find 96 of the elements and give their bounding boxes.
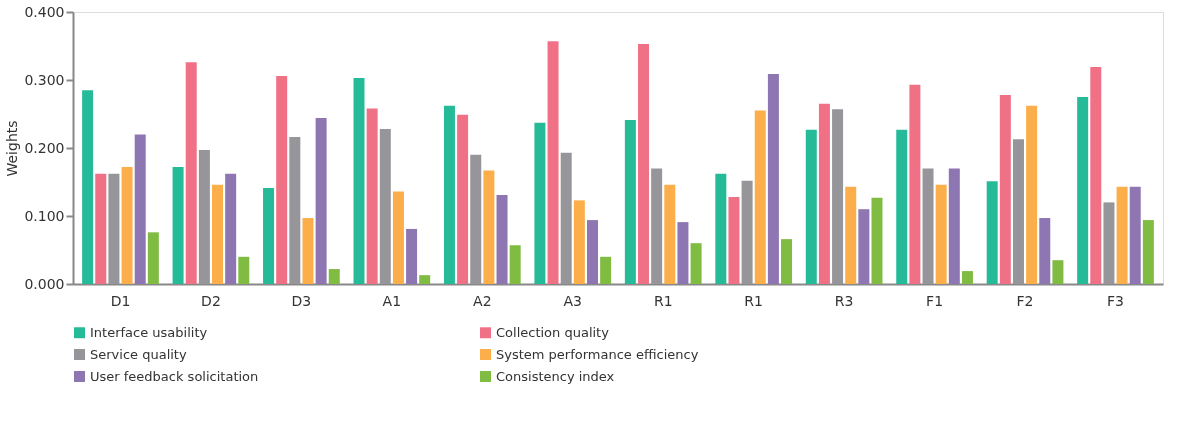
bar [728, 196, 740, 284]
y-tick-label: 0.200 [24, 139, 65, 156]
y-tick-label: 0.000 [24, 275, 65, 292]
bar [1103, 202, 1115, 284]
bar [443, 105, 455, 284]
bar [832, 109, 844, 284]
bar [225, 173, 237, 284]
legend-label: System performance efficiency [496, 346, 699, 362]
bar [289, 137, 301, 284]
bar [1129, 186, 1141, 284]
bar [690, 243, 702, 284]
bar [328, 269, 340, 284]
x-tick-label: A3 [563, 292, 583, 309]
bar [781, 239, 793, 284]
bar [172, 167, 184, 284]
bar [986, 181, 998, 284]
bar [379, 128, 391, 284]
bar [1012, 139, 1024, 284]
bar [483, 170, 495, 284]
bar [600, 256, 612, 284]
bar [392, 191, 404, 284]
bar [238, 256, 250, 284]
bar [547, 41, 559, 284]
bar [909, 84, 921, 284]
bar [534, 122, 546, 284]
bar [134, 134, 146, 284]
bar [858, 209, 870, 284]
bar [315, 118, 327, 284]
legend-label: User feedback solicitation [90, 368, 259, 384]
bar [1116, 186, 1128, 284]
bar [573, 200, 585, 284]
bar [496, 194, 508, 284]
bar [677, 222, 689, 284]
bar [948, 168, 960, 284]
bar [198, 150, 210, 284]
bar [767, 73, 779, 284]
x-tick-label: A2 [473, 292, 492, 309]
y-axis-title: Weights [4, 120, 21, 177]
legend-label: Interface usability [90, 324, 208, 340]
y-tick-label: 0.100 [24, 207, 65, 224]
x-tick-label: F1 [926, 292, 944, 309]
x-tick-label: D3 [291, 292, 312, 309]
x-tick-label: F2 [1016, 292, 1034, 309]
legend-label: Consistency index [496, 368, 615, 384]
bar [922, 168, 934, 284]
bar [353, 77, 365, 284]
bar [818, 103, 830, 284]
bar [896, 129, 908, 284]
bar [586, 220, 598, 284]
bar [212, 184, 224, 284]
x-tick-label: R1 [744, 292, 763, 309]
y-tick-label: 0.400 [24, 3, 65, 20]
x-tick-label: R3 [834, 292, 854, 309]
legend-label: Service quality [90, 346, 187, 362]
bar [276, 75, 288, 284]
bar [147, 232, 159, 284]
bar [263, 188, 275, 284]
x-tick-label: A1 [382, 292, 402, 309]
bar [638, 43, 650, 284]
bar [624, 120, 636, 284]
bar [1026, 105, 1038, 284]
bar [1039, 218, 1051, 284]
bar [741, 180, 753, 284]
bar [651, 168, 663, 284]
bar [754, 110, 766, 284]
bar [121, 167, 133, 284]
y-tick-label: 0.300 [24, 71, 65, 88]
bar [560, 152, 572, 284]
bar [185, 62, 197, 284]
bar [664, 184, 676, 284]
x-tick-label: F3 [1107, 292, 1124, 309]
bar [457, 114, 469, 284]
legend-label: Collection quality [496, 324, 610, 340]
bar [366, 108, 378, 284]
bar [805, 129, 817, 284]
bar [108, 173, 120, 284]
bar [871, 197, 883, 284]
bar [715, 173, 727, 284]
bar [509, 245, 521, 284]
bar [845, 186, 857, 284]
x-tick-label: R1 [653, 292, 673, 309]
bar [82, 90, 94, 284]
bar [406, 228, 418, 284]
bar [419, 275, 431, 284]
bar [1052, 260, 1064, 284]
x-tick-label: D1 [110, 292, 131, 309]
bar [935, 184, 947, 284]
bar [470, 154, 482, 284]
bar [1077, 97, 1089, 284]
bar [302, 218, 314, 284]
bar [1142, 220, 1154, 284]
bar [961, 271, 973, 284]
bar [999, 94, 1011, 284]
bar [95, 173, 107, 284]
x-tick-label: D2 [201, 292, 221, 309]
bar [1090, 67, 1102, 284]
